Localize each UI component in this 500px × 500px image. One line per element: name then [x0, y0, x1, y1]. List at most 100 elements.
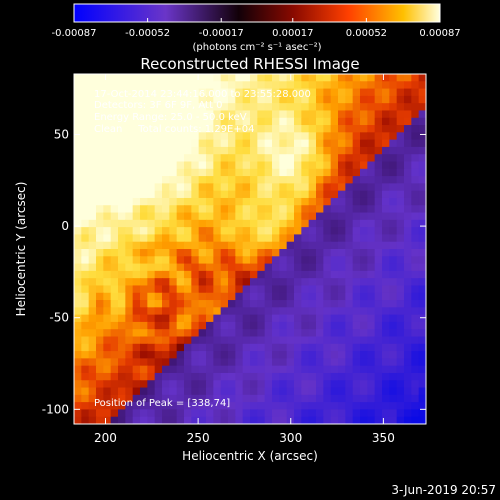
heatmap-pixel [367, 365, 376, 374]
heatmap-pixel [125, 278, 134, 287]
heatmap-pixel [191, 241, 200, 250]
heatmap-pixel [103, 234, 112, 243]
heatmap-pixel [323, 249, 332, 257]
heatmap-pixel [323, 409, 332, 418]
heatmap-pixel [389, 183, 398, 192]
heatmap-pixel [220, 300, 229, 308]
heatmap-pixel [191, 416, 200, 424]
heatmap-pixel [176, 358, 185, 367]
heatmap-pixel [301, 285, 310, 294]
heatmap-pixel [103, 103, 112, 112]
heatmap-pixel [279, 176, 288, 184]
heatmap-pixel [286, 351, 295, 359]
heatmap-pixel [235, 103, 244, 112]
heatmap-pixel [308, 168, 317, 177]
heatmap-pixel [257, 183, 266, 192]
heatmap-pixel [176, 270, 185, 279]
heatmap-pixel [118, 234, 126, 243]
heatmap-pixel [176, 278, 185, 287]
heatmap-pixel [147, 81, 156, 90]
heatmap-pixel [404, 394, 412, 403]
heatmap-pixel [308, 358, 317, 367]
heatmap-pixel [220, 183, 229, 192]
heatmap-pixel [301, 321, 310, 330]
heatmap-pixel [198, 74, 207, 82]
heatmap-pixel [301, 81, 310, 90]
heatmap-pixel [389, 205, 398, 214]
heatmap-pixel [235, 263, 244, 272]
heatmap-pixel [235, 161, 244, 170]
heatmap-pixel [235, 307, 244, 316]
heatmap-pixel [154, 125, 163, 133]
heatmap-pixel [110, 110, 119, 119]
heatmap-pixel [272, 314, 280, 323]
heatmap-pixel [147, 249, 156, 257]
heatmap-pixel [286, 387, 295, 396]
heatmap-pixel [235, 190, 244, 199]
heatmap-pixel [389, 292, 398, 301]
heatmap-pixel [74, 95, 82, 104]
heatmap-pixel [367, 351, 376, 359]
heatmap-pixel [279, 263, 288, 272]
heatmap-pixel [272, 372, 280, 381]
heatmap-pixel [220, 241, 229, 250]
heatmap-pixel [118, 256, 126, 265]
heatmap-pixel [169, 387, 178, 396]
heatmap-pixel [88, 263, 97, 272]
heatmap-pixel [352, 314, 361, 323]
heatmap-pixel [88, 387, 97, 396]
heatmap-pixel [330, 103, 339, 112]
heatmap-pixel [286, 263, 295, 272]
heatmap-pixel [301, 227, 310, 236]
heatmap-pixel [154, 161, 163, 170]
heatmap-pixel [382, 365, 390, 374]
heatmap-pixel [396, 234, 405, 243]
heatmap-pixel [352, 321, 361, 330]
heatmap-pixel [74, 292, 82, 301]
heatmap-pixel [360, 409, 368, 418]
heatmap-pixel [257, 358, 266, 367]
heatmap-pixel [264, 234, 273, 243]
heatmap-pixel [88, 205, 97, 214]
heatmap-pixel [125, 95, 134, 104]
heatmap-pixel [206, 292, 214, 301]
heatmap-pixel [140, 227, 148, 236]
heatmap-pixel [147, 227, 156, 236]
heatmap-pixel [382, 249, 390, 257]
heatmap-pixel [242, 183, 251, 192]
heatmap-pixel [96, 387, 104, 396]
heatmap-pixel [382, 321, 390, 330]
heatmap-pixel [250, 234, 258, 243]
heatmap-pixel [147, 416, 156, 424]
heatmap-pixel [184, 146, 192, 155]
heatmap-pixel [286, 205, 295, 214]
heatmap-pixel [360, 227, 368, 236]
heatmap-pixel [367, 285, 376, 294]
heatmap-pixel [213, 161, 222, 170]
heatmap-pixel [118, 110, 126, 119]
heatmap-pixel [352, 190, 361, 199]
heatmap-pixel [81, 103, 90, 112]
heatmap-pixel [382, 270, 390, 279]
heatmap-pixel [389, 103, 398, 112]
heatmap-pixel [316, 307, 324, 316]
heatmap-pixel [118, 249, 126, 257]
heatmap-pixel [81, 278, 90, 287]
heatmap-pixel [301, 197, 310, 206]
heatmap-pixel [345, 212, 354, 221]
heatmap-pixel [257, 300, 266, 308]
heatmap-pixel [294, 263, 302, 272]
heatmap-pixel [308, 380, 317, 389]
heatmap-pixel [323, 416, 332, 424]
heatmap-pixel [88, 234, 97, 243]
heatmap-pixel [367, 103, 376, 112]
heatmap-pixel [250, 132, 258, 141]
heatmap-pixel [316, 103, 324, 112]
heatmap-pixel [264, 88, 273, 97]
heatmap-pixel [125, 394, 134, 403]
heatmap-pixel [74, 343, 82, 352]
heatmap-pixel [308, 139, 317, 148]
heatmap-pixel [301, 409, 310, 418]
heatmap-pixel [132, 146, 141, 155]
heatmap-pixel [140, 183, 148, 192]
